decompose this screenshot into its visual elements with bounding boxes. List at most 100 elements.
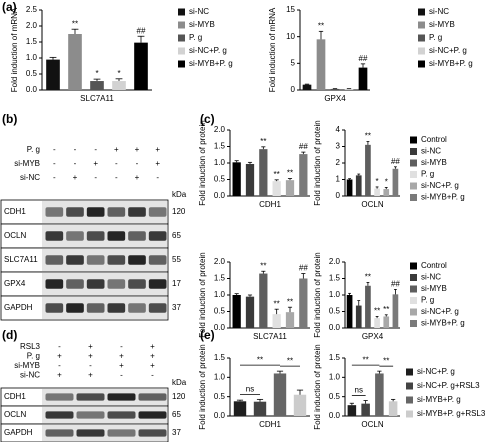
bar [355,175,362,196]
significance-label: ** [274,170,280,179]
y-tick-label: 2.0 [214,125,226,134]
bar [383,189,390,196]
condition-sign: + [119,361,124,370]
y-axis-label: Fold induction of protein [313,344,322,429]
protein-label: CDH1 [4,207,26,216]
y-tick-label: 0 [336,191,341,200]
comparison-label: ** [383,356,389,365]
condition-sign: + [93,159,98,168]
y-tick-label: 5 [291,58,296,67]
bar [392,168,399,196]
bar [330,88,340,90]
bar [272,314,281,328]
y-tick-label: 2.0 [26,21,38,30]
bar [347,405,357,416]
y-tick-label: 0.5 [329,392,341,401]
legend-swatch [410,320,417,327]
legend-label: Control [421,135,447,144]
legend-label: P. g [189,33,202,42]
kda-label: 37 [172,428,181,437]
unit-label: kDa [172,190,187,199]
y-tick-label: 0.0 [26,85,38,94]
bar [374,188,380,196]
protein-label: CDH1 [4,392,26,401]
bar [232,295,241,328]
legend-label: Control [421,261,447,270]
comparison-label: ns [355,386,363,395]
blot-band [66,207,84,217]
legend-swatch [410,274,417,281]
y-tick-label: 0.0 [214,191,226,200]
bar [358,67,368,90]
blot-band [66,303,84,313]
blot-band [86,231,105,241]
protein-label: OCLN [4,410,26,419]
blot-band [138,393,167,401]
blot-band [128,207,146,217]
bar [346,179,353,196]
legend-label: si-MYB+P. g [421,193,465,202]
legend-label: si-MYB+P. g [189,59,233,68]
condition-sign: + [73,173,78,182]
y-tick-label: 0.5 [214,392,226,401]
bar [112,81,126,90]
blot-band [76,411,105,419]
x-axis-label: CDH1 [259,200,281,209]
legend-swatch [406,410,413,418]
legend-swatch [418,8,425,16]
legend-label: si-NC+P. g [189,46,227,55]
blot-band [45,255,64,265]
legend-label: si-MYB+P. g [417,395,461,404]
legend-label: si-NC [189,7,209,16]
blot-band [66,231,84,241]
blot-band [148,255,167,265]
y-tick-label: 1.5 [214,274,226,283]
y-tick-label: 1.0 [329,372,341,381]
condition-sign: - [89,361,92,370]
blot-band [45,231,64,241]
condition-sign: + [155,145,160,154]
legend-swatch [410,171,417,178]
y-tick-label: 1.0 [214,158,226,167]
significance-label: ** [318,21,324,30]
condition-sign: - [115,159,118,168]
y-tick-label: 1.5 [214,142,226,151]
legend-swatch [418,34,425,42]
y-axis-label: Fold induction of protein [198,252,207,337]
blot-band [148,231,167,241]
legend-label: si-NC [429,7,449,16]
y-axis-label: Fold induction of protein [313,120,322,205]
bar [302,84,312,90]
condition-label: P. g [27,145,40,154]
blot-band [45,393,74,401]
legend-swatch [418,47,425,55]
blot-band [107,303,126,313]
blot-band [107,231,126,241]
bar [293,394,307,416]
significance-label: * [95,69,98,78]
blot-band [107,393,136,401]
y-axis-label: Fold induction of protein [313,252,322,337]
condition-sign: - [94,173,97,182]
legend-swatch [410,285,417,293]
condition-sign: - [58,361,61,370]
y-axis-label: Fold induction of mRNA [268,7,277,92]
condition-sign: - [58,342,61,351]
y-tick-label: 4 [336,125,341,134]
panel-label: (c) [200,112,215,126]
x-axis-label: GPX4 [324,94,346,103]
y-tick-label: 0.0 [214,411,226,420]
comparison-label: ** [363,355,369,364]
bar [374,318,380,328]
kda-label: 17 [172,279,181,288]
x-axis-label: OCLN [361,420,383,429]
y-tick-label: 1.5 [329,274,341,283]
significance-label: ## [299,142,308,151]
condition-sign: - [151,371,154,380]
blot-band [138,411,167,419]
blot-band [45,429,74,437]
blot-band [107,207,126,217]
condition-sign: + [57,371,62,380]
y-tick-label: 1.0 [214,372,226,381]
